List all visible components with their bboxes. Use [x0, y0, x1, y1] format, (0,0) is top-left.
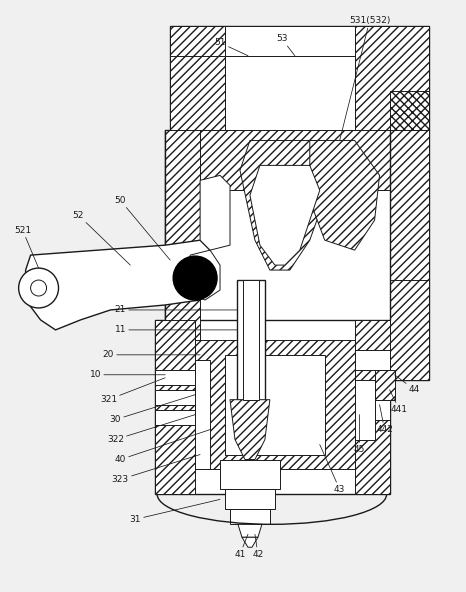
Text: 41: 41 — [234, 535, 248, 559]
Polygon shape — [155, 320, 195, 494]
Text: 52: 52 — [73, 211, 130, 265]
Polygon shape — [26, 240, 210, 330]
Circle shape — [31, 280, 47, 296]
Polygon shape — [165, 130, 429, 379]
Text: 10: 10 — [89, 370, 165, 379]
Polygon shape — [230, 509, 270, 525]
Polygon shape — [355, 26, 429, 130]
Text: 40: 40 — [115, 430, 210, 464]
Text: 20: 20 — [103, 350, 200, 359]
Polygon shape — [242, 538, 258, 547]
Text: 321: 321 — [100, 378, 165, 404]
Text: 442: 442 — [376, 405, 393, 434]
Polygon shape — [200, 130, 390, 190]
Polygon shape — [355, 320, 390, 494]
Text: 521: 521 — [14, 226, 39, 268]
Polygon shape — [225, 355, 325, 455]
Polygon shape — [170, 26, 225, 76]
Polygon shape — [155, 320, 390, 494]
Text: 53: 53 — [276, 34, 295, 56]
Text: 51: 51 — [214, 38, 248, 56]
Polygon shape — [240, 140, 335, 270]
Circle shape — [19, 268, 59, 308]
Polygon shape — [390, 130, 429, 379]
Polygon shape — [170, 26, 429, 130]
Text: 50: 50 — [115, 196, 170, 260]
Polygon shape — [375, 400, 390, 420]
Polygon shape — [170, 56, 225, 130]
Polygon shape — [165, 130, 200, 379]
Polygon shape — [190, 250, 220, 300]
Circle shape — [173, 256, 217, 300]
Polygon shape — [225, 26, 355, 56]
Polygon shape — [195, 340, 355, 469]
Text: 323: 323 — [112, 455, 200, 484]
Polygon shape — [390, 91, 429, 130]
Text: 45: 45 — [354, 414, 365, 454]
Text: 42: 42 — [252, 535, 264, 559]
Polygon shape — [230, 400, 270, 459]
Polygon shape — [155, 390, 195, 405]
Polygon shape — [355, 350, 390, 370]
Polygon shape — [243, 280, 259, 400]
Text: 31: 31 — [130, 500, 220, 524]
Polygon shape — [238, 525, 262, 538]
Text: 21: 21 — [115, 305, 237, 314]
Polygon shape — [375, 370, 395, 400]
Text: 441: 441 — [390, 390, 408, 414]
Polygon shape — [195, 360, 210, 469]
Text: 44: 44 — [395, 375, 420, 394]
Text: 43: 43 — [320, 445, 345, 494]
Polygon shape — [220, 459, 280, 490]
Text: 322: 322 — [107, 414, 195, 444]
Polygon shape — [225, 56, 355, 130]
Text: 30: 30 — [110, 395, 195, 424]
Polygon shape — [237, 280, 265, 400]
Polygon shape — [200, 175, 230, 250]
Polygon shape — [390, 280, 429, 379]
Polygon shape — [155, 410, 195, 424]
Polygon shape — [170, 26, 225, 130]
Text: 11: 11 — [115, 326, 237, 334]
Text: 531(532): 531(532) — [340, 17, 391, 140]
Polygon shape — [225, 490, 275, 509]
Polygon shape — [250, 165, 320, 265]
Polygon shape — [355, 379, 375, 440]
Polygon shape — [155, 370, 195, 385]
Polygon shape — [310, 140, 380, 250]
